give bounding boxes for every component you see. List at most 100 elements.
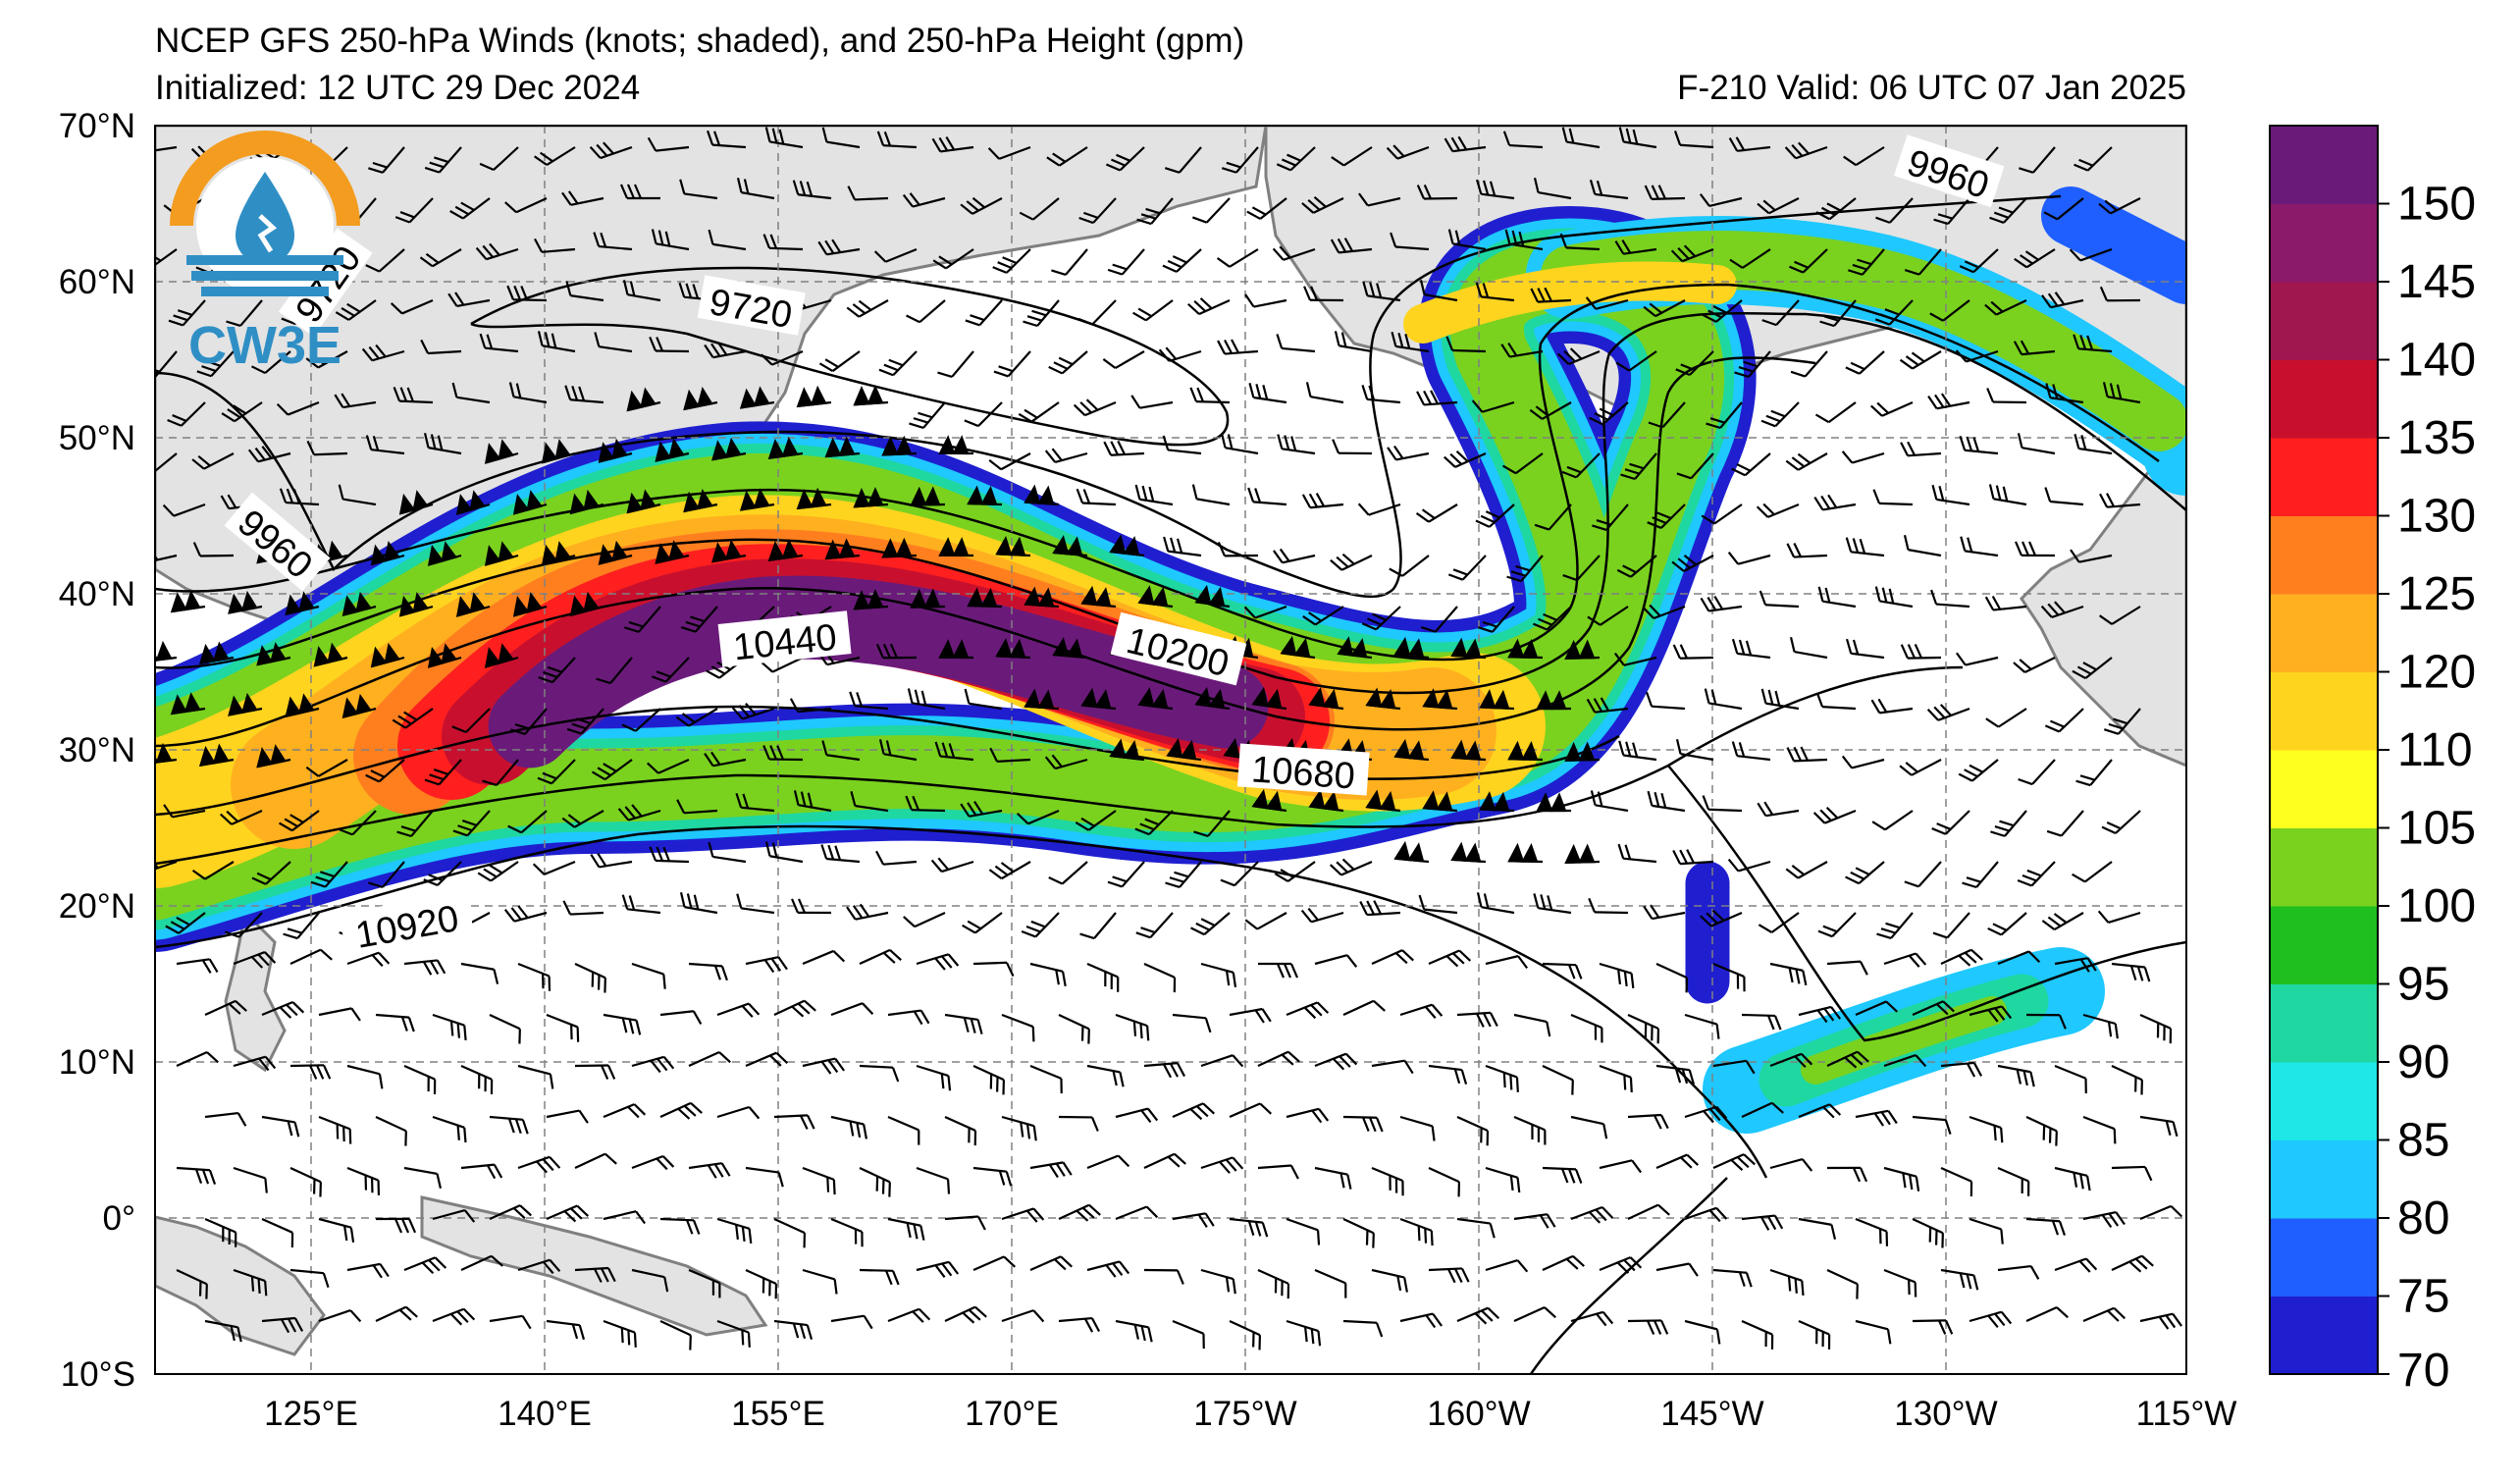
wind-barb [1845, 537, 1885, 557]
wind-barb [532, 860, 576, 875]
wind-barb [1962, 861, 1999, 889]
wind-barb [802, 1268, 838, 1295]
wind-barb [1684, 1013, 1720, 1039]
wind-barb [1244, 912, 1287, 930]
wind-barb [878, 739, 918, 762]
wind-barb [944, 1013, 983, 1034]
wind-barb [1903, 535, 1942, 557]
wind-barb [261, 1316, 304, 1334]
wind-barb [310, 861, 348, 888]
wind-barb [1960, 536, 1999, 557]
wind-barb [1390, 232, 1430, 251]
wind-barb [739, 386, 775, 409]
wind-barb [1331, 146, 1373, 167]
wind-barb [1450, 637, 1487, 660]
wind-barb [475, 242, 519, 261]
wind-barb [1447, 555, 1487, 581]
gridlines [155, 126, 2186, 1374]
wind-barb [1561, 127, 1601, 149]
colorbar-label: 130 [2397, 491, 2476, 543]
wind-barb [1019, 197, 1060, 221]
wind-barb [1912, 1000, 1955, 1017]
wind-barb [1330, 238, 1373, 254]
wind-barb [624, 606, 661, 633]
wind-barb [598, 540, 633, 565]
wind-barb [821, 127, 861, 149]
wind-barb [767, 437, 804, 459]
wind-barb [1132, 299, 1174, 322]
wind-barb [165, 912, 206, 934]
wind-barb [2111, 962, 2151, 982]
wind-barb [1786, 543, 1828, 558]
wind-barb [1044, 754, 1088, 770]
wind-barb [517, 962, 551, 991]
colorbar-label: 140 [2397, 335, 2476, 387]
wind-barb [1536, 690, 1572, 711]
wind-barb [1759, 590, 1800, 609]
wind-barb [716, 1002, 761, 1018]
wind-barb [1158, 346, 1202, 362]
wind-barb [881, 537, 918, 558]
wind-barb [569, 489, 604, 515]
wind-barb [1078, 197, 1117, 225]
wind-barb [1647, 503, 1686, 529]
wind-barb [1826, 1050, 1869, 1069]
wind-barb [1969, 1005, 2013, 1023]
wind-barb [1105, 146, 1145, 172]
wind-barb [455, 490, 491, 515]
wind-barb [1655, 962, 1689, 993]
wind-barb [1585, 296, 1629, 310]
wind-barb [1931, 810, 1970, 835]
wind-barb [626, 489, 661, 514]
wind-barb [176, 1051, 219, 1068]
wind-barb [508, 382, 548, 404]
colorbar-label: 85 [2397, 1115, 2449, 1167]
wind-barb [796, 385, 832, 408]
colorbar-band [2270, 983, 2378, 1063]
wind-barb [477, 861, 519, 882]
colorbar-label: 120 [2397, 647, 2476, 699]
wind-barb [1251, 788, 1287, 813]
wind-barb [1727, 858, 1771, 873]
wind-barb [1021, 912, 1060, 938]
wind-barb [1904, 248, 1942, 276]
wind-barb [1371, 1059, 1414, 1075]
wind-barb [1987, 912, 2027, 936]
wind-barb [1676, 452, 1714, 480]
wind-barb [716, 1319, 751, 1348]
wind-barb [1826, 1269, 1859, 1299]
colorbar-band [2270, 827, 2378, 907]
wind-barb [1912, 1218, 1944, 1248]
wind-barb [424, 759, 462, 786]
wind-barb [1843, 146, 1885, 167]
wind-barb [1456, 1306, 1500, 1325]
wind-barb [2139, 1013, 2173, 1044]
wind-barb [960, 196, 1003, 215]
wind-barb [1419, 280, 1458, 302]
colorbar-label: 145 [2397, 256, 2476, 308]
wind-barb [1217, 542, 1259, 557]
wind-barb [489, 1204, 532, 1221]
wind-barb [707, 130, 747, 149]
wind-barb [1627, 1203, 1670, 1220]
wind-barb [1671, 555, 1714, 572]
wind-barb [1048, 350, 1088, 375]
wind-barb [1193, 810, 1231, 837]
wind-barb [938, 537, 974, 557]
wind-barb [1561, 452, 1601, 479]
wind-barb [1769, 1052, 1813, 1068]
wind-barb [2097, 910, 2141, 925]
wind-barb [341, 693, 377, 719]
wind-barb [1627, 1319, 1669, 1336]
wind-barb [659, 1217, 701, 1235]
wind-barb [1115, 1107, 1159, 1123]
wind-barb [1627, 1113, 1669, 1130]
wind-barb [1817, 912, 1857, 938]
wind-barb [1357, 503, 1401, 516]
wind-barb [370, 540, 405, 566]
wind-barb [1700, 596, 1743, 612]
wind-barb [1051, 248, 1088, 276]
wind-barb [1855, 1319, 1892, 1345]
wind-barb [1115, 1013, 1150, 1041]
wind-barb [1477, 606, 1515, 633]
